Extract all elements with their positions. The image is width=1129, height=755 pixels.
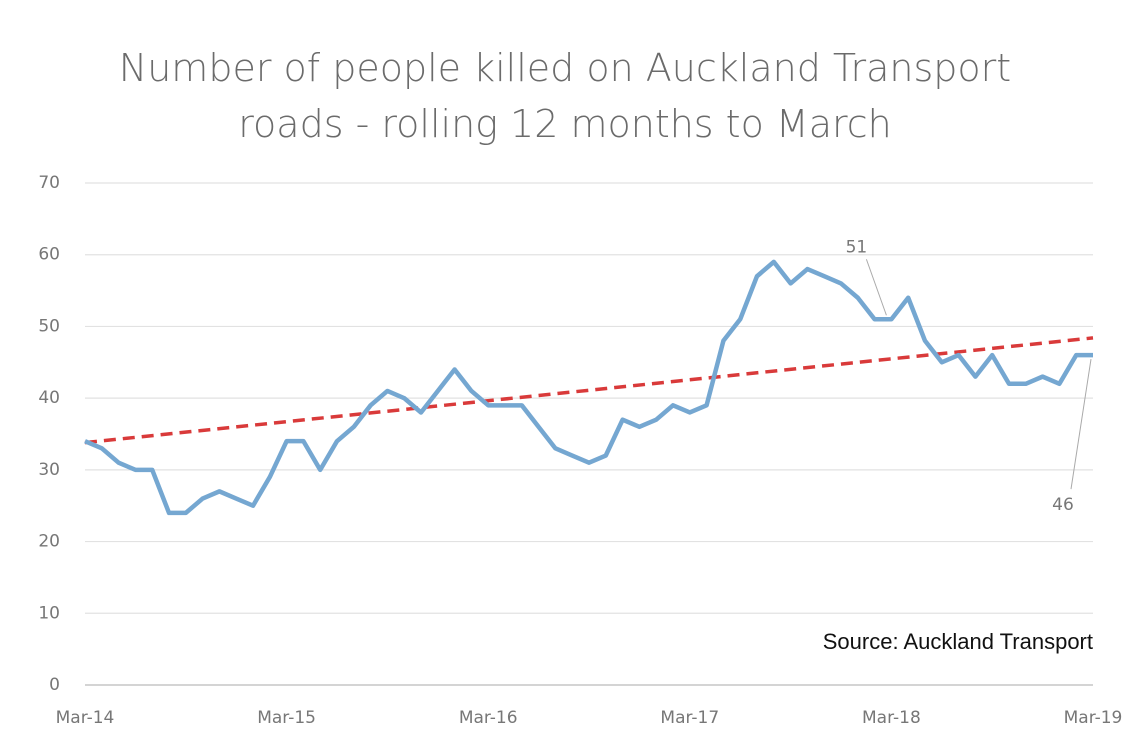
y-tick-label: 60	[38, 245, 60, 265]
y-tick-label: 20	[38, 532, 60, 552]
x-tick-label: Mar-14	[56, 708, 115, 728]
y-tick-label: 50	[38, 316, 60, 336]
chart-title: Number of people killed on Auckland Tran…	[118, 46, 1012, 146]
y-tick-label: 30	[38, 460, 60, 480]
leader-line	[1070, 359, 1092, 490]
data-line	[84, 259, 1093, 516]
x-tick-label: Mar-18	[862, 708, 921, 728]
source-note: Source: Auckland Transport	[823, 629, 1093, 654]
leader-line	[865, 259, 887, 316]
y-tick-label: 10	[38, 603, 60, 623]
data-label: 51	[846, 237, 868, 257]
y-tick-label: 40	[38, 388, 60, 408]
y-tick-label: 0	[49, 675, 60, 695]
x-tick-label: Mar-19	[1064, 708, 1123, 728]
x-tick-label: Mar-15	[257, 708, 316, 728]
trend-line	[84, 336, 1094, 445]
data-label: 46	[1052, 495, 1074, 515]
y-tick-label: 70	[38, 173, 60, 193]
plot: 0 10 20 30 40 50 60 70 Mar-14 Mar-15 Mar-16 Mar-17 M…	[38, 173, 1122, 728]
x-tick-label: Mar-17	[660, 708, 719, 728]
x-tick-label: Mar-16	[459, 708, 518, 728]
